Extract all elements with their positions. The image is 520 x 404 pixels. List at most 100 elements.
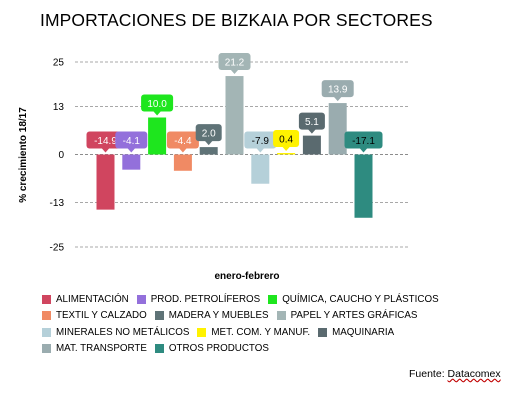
chart-title: IMPORTACIONES DE BIZKAIA POR SECTORES (40, 10, 433, 30)
x-axis-label: enero-febrero (214, 271, 279, 282)
data-label: 2.0 (195, 124, 222, 146)
legend-item: PAPEL Y ARTES GRÁFICAS (276, 310, 417, 321)
data-label-callout (195, 124, 222, 142)
legend-item: TEXTIL Y CALZADO (42, 310, 147, 321)
data-label-callout (115, 131, 148, 149)
legend-swatch (154, 311, 164, 321)
data-label-callout (86, 131, 125, 149)
data-label: -14.9 (86, 131, 125, 153)
bar (96, 154, 115, 210)
data-label-text: 5.1 (305, 117, 319, 128)
legend-label: OTROS PRODUCTOS (168, 343, 269, 355)
data-label-text: -7.9 (252, 136, 270, 147)
data-labels: -14.9 -4.1 10.0 -4.4 2.0 21.2 -7.9 0.4 5.1 13.9 -1… (86, 53, 383, 153)
data-label-pointer (256, 148, 265, 153)
data-label: -17.1 (344, 131, 383, 153)
data-label-text: 2.0 (202, 128, 216, 139)
legend-label: QUÍMICA, CAUCHO Y PLÁSTICOS (282, 293, 439, 305)
legend-row: ALIMENTACIÓN PROD. PETROLÍFEROS QUÍMICA, C… (42, 291, 462, 308)
data-label: 21.2 (218, 53, 251, 75)
legend-label: TEXTIL Y CALZADO (56, 310, 147, 322)
data-label-callout (321, 80, 354, 98)
bar (122, 154, 141, 170)
data-label-pointer (153, 111, 162, 116)
bars (96, 76, 373, 218)
legend-swatch (42, 311, 51, 321)
data-label-callout (273, 130, 300, 148)
legend-swatch (276, 311, 286, 321)
data-label: 10.0 (141, 94, 174, 116)
legend-item: ALIMENTACIÓN (42, 294, 129, 305)
legend-item: QUÍMICA, CAUCHO Y PLÁSTICOS (268, 293, 439, 305)
data-label-callout (344, 131, 383, 149)
data-label-pointer (204, 140, 213, 146)
source-prefix: Fuente: (409, 368, 448, 380)
data-label-callout (244, 131, 277, 149)
legend-item: MET. COM. Y MANUF. (197, 327, 310, 338)
data-label-callout (141, 94, 174, 112)
legend-item: MAT. TRANSPORTE (42, 343, 147, 354)
data-label-text: 13.9 (328, 84, 348, 95)
legend-label: MET. COM. Y MANUF. (211, 326, 311, 338)
data-label: -7.9 (244, 131, 277, 153)
data-label-callout (218, 53, 251, 71)
y-tick-label: 13 (53, 102, 65, 113)
legend-item: MAQUINARIA (318, 327, 394, 338)
source-note: Fuente: Datacomex (409, 368, 501, 380)
bar (328, 103, 347, 155)
legend-swatch (42, 294, 51, 304)
y-tick-label: 25 (53, 58, 65, 69)
bar (251, 154, 270, 184)
legend-swatch (268, 294, 278, 304)
bar (173, 154, 192, 171)
legend-label: PROD. PETROLÍFEROS (150, 293, 261, 305)
data-label: 13.9 (321, 80, 354, 102)
data-label-text: -14.9 (94, 136, 117, 147)
data-label-text: -17.1 (352, 136, 375, 147)
data-label-text: 0.4 (279, 134, 293, 145)
data-label-callout (298, 112, 325, 130)
legend-swatch (42, 327, 51, 337)
y-axis-ticks: 25 13 0 -13 -25 (50, 58, 65, 254)
legend-label: MADERA Y MUEBLES (168, 310, 269, 322)
legend: ALIMENTACIÓN PROD. PETROLÍFEROS QUÍMICA, C… (42, 291, 462, 357)
legend-label: MINERALES NO METÁLICOS (56, 326, 190, 338)
data-label: 5.1 (298, 112, 325, 134)
bar (302, 135, 321, 155)
source-name: Datacomex (447, 368, 501, 380)
data-label-pointer (282, 146, 291, 152)
y-tick-label: -13 (50, 198, 65, 209)
y-axis-label: % crecimiento 18/17 (18, 107, 29, 203)
legend-item: OTROS PRODUCTOS (154, 343, 269, 355)
legend-label: MAQUINARIA (332, 326, 395, 338)
bar-chart: 25 13 0 -13 -25 -14.9 -4.1 10.0 -4.4 2.0 21.2 -7.9… (18, 53, 410, 282)
data-label-text: -4.1 (123, 136, 141, 147)
data-label-pointer (359, 148, 368, 153)
bar (277, 153, 296, 155)
legend-swatch (136, 294, 146, 304)
legend-swatch (42, 344, 51, 354)
data-label-text: -4.4 (174, 136, 192, 147)
legend-row: MINERALES NO METÁLICOS MET. COM. Y MANUF.… (42, 324, 462, 341)
legend-item: PROD. PETROLÍFEROS (136, 293, 261, 305)
legend-row: TEXTIL Y CALZADO MADERA Y MUEBLES PAPEL Y … (42, 308, 462, 325)
data-label-text: 21.2 (225, 57, 245, 68)
data-label-callout (166, 131, 199, 149)
legend-row: MAT. TRANSPORTE OTROS PRODUCTOS (42, 341, 462, 358)
data-label: -4.1 (115, 131, 148, 153)
legend-swatch (154, 344, 164, 354)
data-label-pointer (307, 129, 316, 134)
y-tick-label: 0 (58, 150, 64, 161)
data-label-pointer (127, 148, 136, 153)
data-label-pointer (178, 148, 187, 153)
legend-label: MAT. TRANSPORTE (56, 343, 147, 355)
legend-swatch (197, 327, 207, 337)
bar (354, 154, 373, 218)
data-label: -4.4 (166, 131, 199, 153)
data-label: 0.4 (273, 130, 300, 152)
data-label-text: 10.0 (147, 99, 167, 110)
data-label-pointer (101, 148, 110, 153)
legend-label: ALIMENTACIÓN (56, 293, 129, 305)
legend-item: MINERALES NO METÁLICOS (42, 327, 189, 338)
legend-item: MADERA Y MUEBLES (154, 310, 269, 322)
